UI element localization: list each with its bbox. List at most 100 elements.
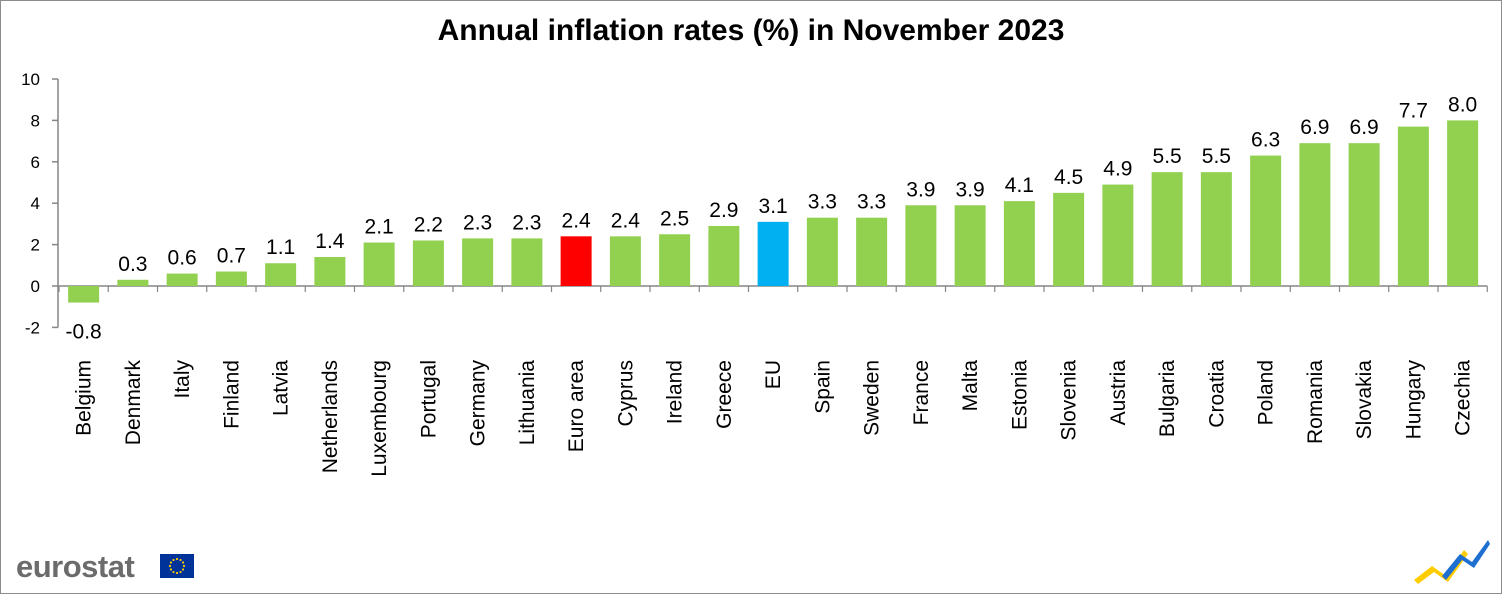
bar-lithuania [511,238,543,286]
category-label: Bulgaria [1156,360,1179,437]
data-label: 5.5 [1153,145,1182,168]
bar-romania [1299,143,1331,286]
category-label: Italy [171,360,194,399]
category-label: Hungary [1402,360,1425,440]
data-label: 6.3 [1251,129,1280,152]
data-label: 2.3 [512,211,541,234]
data-label: -0.8 [66,321,102,344]
data-label: 3.3 [808,191,837,214]
flag-star [172,558,175,562]
category-label: Sweden [861,360,884,436]
bar-croatia [1200,172,1232,286]
bar-netherlands [314,257,346,286]
bar-france [905,205,937,286]
data-label: 7.7 [1399,100,1428,123]
flag-star [182,564,186,568]
category-label: Latvia [270,360,293,416]
eurostat-logo-text: eurostat [16,549,135,584]
bars [68,120,1479,303]
category-label: Romania [1304,360,1327,444]
bar-belgium [68,286,100,303]
category-label: Finland [220,360,243,429]
bar-eu [757,221,789,286]
data-label: 5.5 [1202,145,1231,168]
data-label: 6.9 [1350,116,1379,139]
flag-star [179,570,182,574]
category-label: France [910,360,933,425]
category-label: Denmark [122,360,145,446]
chart-title: Annual inflation rates (%) in November 2… [437,14,1065,47]
bar-denmark [117,279,149,286]
flag-star [168,564,172,568]
category-label: Greece [713,360,736,429]
category-label: Luxembourg [368,360,391,477]
data-label: 2.4 [611,209,641,232]
data-label: 2.3 [463,211,492,234]
bar-luxembourg [363,242,395,286]
category-label: Malta [959,360,982,412]
bar-hungary [1397,126,1429,286]
bar-sweden [856,217,888,286]
bar-czechia [1447,120,1479,287]
data-label: 0.6 [168,247,197,270]
bar-austria [1102,184,1134,286]
bar-estonia [1003,201,1035,286]
bar-poland [1250,155,1282,286]
category-label: Estonia [1008,360,1031,430]
y-tick-label: 0 [31,277,40,296]
y-tick-label: 10 [21,70,40,89]
data-label: 3.1 [759,195,788,218]
flag-star [181,561,185,564]
category-label: Euro area [565,360,588,453]
bar-portugal [412,240,444,286]
bar-italy [166,273,198,286]
data-label: 0.7 [217,245,246,268]
category-label: Cyprus [614,360,637,427]
bar-cyprus [609,236,641,286]
category-label: Lithuania [516,360,539,446]
y-tick-label: 6 [31,153,40,172]
flag-star [175,571,179,575]
y-tick-label: 2 [31,236,40,255]
category-label: Spain [811,360,834,414]
category-label: Czechia [1452,360,1475,436]
flag-star [169,561,173,564]
flag-star [181,568,185,571]
category-label: Poland [1255,360,1278,425]
bar-greece [708,225,740,286]
category-label: Austria [1107,360,1130,426]
eurostat-swoosh-icon [1414,540,1490,584]
y-tick-label: 8 [31,111,40,130]
category-label: Netherlands [319,360,342,473]
category-label: Portugal [417,360,440,438]
bar-spain [806,217,838,286]
flag-star [169,568,173,571]
bar-latvia [265,263,297,286]
category-label: EU [762,360,785,389]
flag-star [175,557,179,561]
data-label: 8.0 [1448,93,1477,116]
data-label: 2.2 [414,213,443,236]
data-label: 2.1 [365,216,394,239]
y-tick-label: -2 [25,318,40,337]
category-labels: Belgium Denmark Italy Finland Latvia Netherla… [73,360,1475,477]
data-label: 4.9 [1103,158,1132,181]
bar-finland [215,271,247,286]
bar-bulgaria [1151,172,1183,286]
data-label: 4.5 [1054,166,1083,189]
data-label: 4.1 [1005,174,1034,197]
bar-slovakia [1348,143,1380,286]
eu-flag-icon [160,554,194,578]
y-tick-label: 4 [31,194,40,213]
bar-euro-area [560,236,592,286]
flag-star [179,558,182,562]
data-label: 2.9 [709,199,738,222]
data-labels: -0.8 0.3 0.6 0.7 1.1 1.4 2.1 2.2 2.3 2.3 2.4 2.4 2.5… [66,93,1478,343]
bar-ireland [659,234,691,286]
category-label: Belgium [73,360,96,436]
bar-slovenia [1053,192,1085,286]
category-label: Slovakia [1353,360,1376,440]
category-label: Germany [467,360,490,447]
